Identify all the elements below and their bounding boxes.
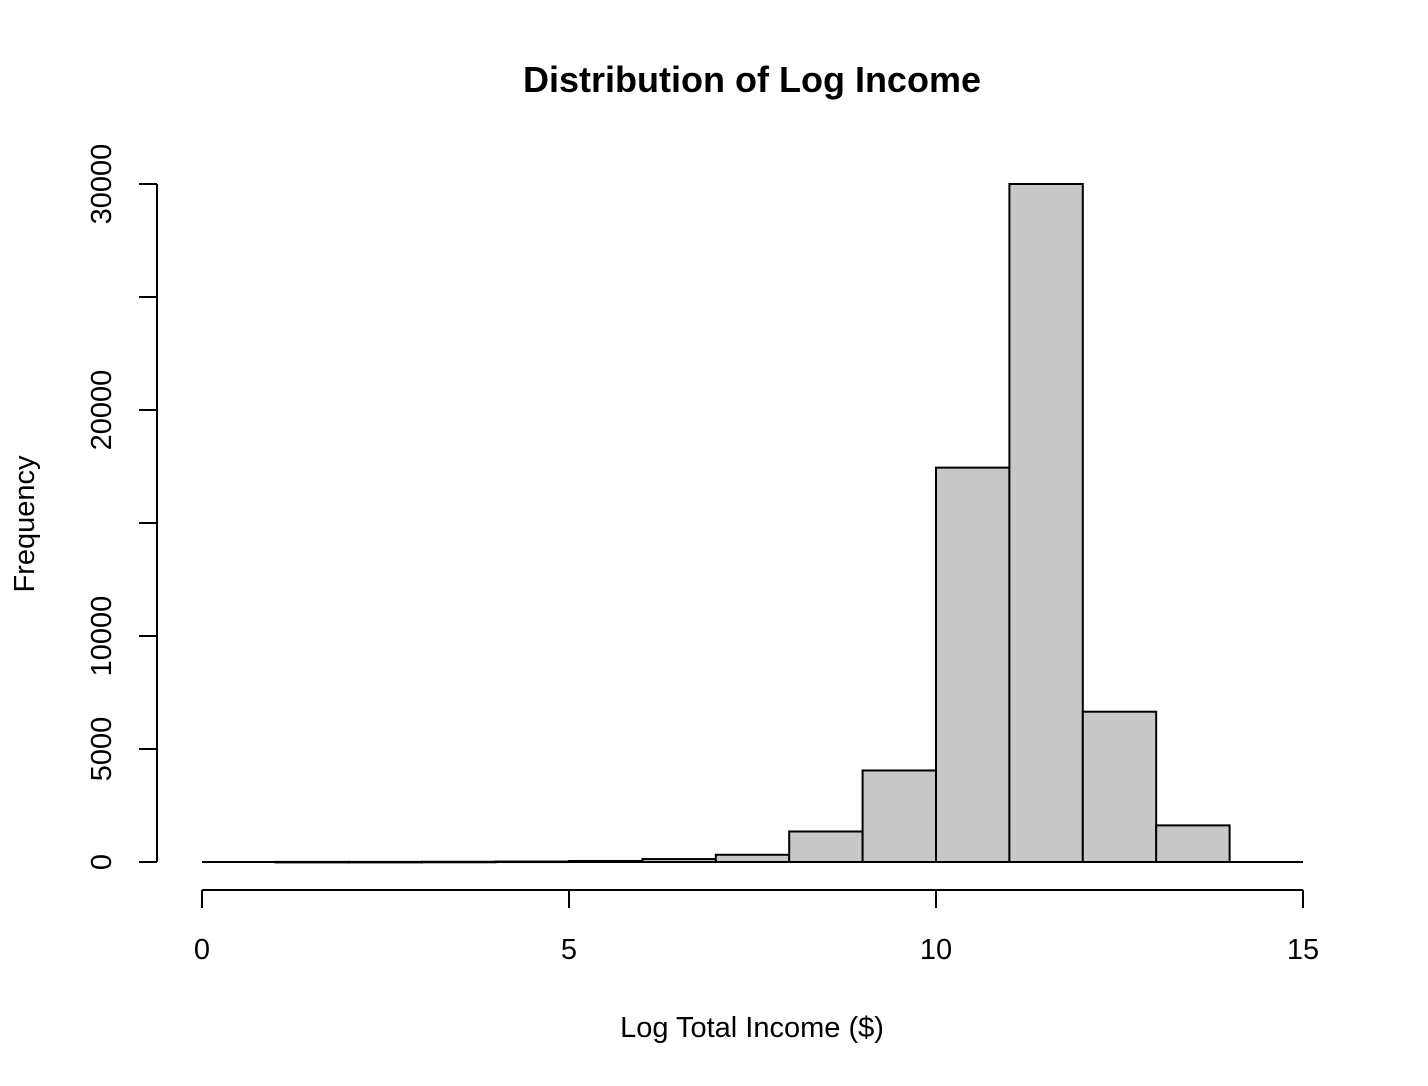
x-tick-label: 5 [561,934,577,966]
histogram-bar-6 [641,858,717,864]
y-tick-label: 5000 [86,717,118,782]
x-tick-label: 0 [194,934,210,966]
histogram-bar-1 [274,860,350,864]
histogram-bar-3 [421,860,497,864]
x-tick-label: 10 [920,934,952,966]
y-tick-label: 20000 [86,370,118,451]
histogram-bar-9 [861,769,937,863]
histogram-bar-10 [935,466,1011,863]
histogram-bar-8 [788,830,864,863]
x-tick-label: 15 [1287,934,1319,966]
x-axis-label: Log Total Income ($) [620,1012,884,1044]
histogram-bar-11 [1008,183,1084,863]
histogram-bar-2 [347,860,424,864]
y-tick-label: 0 [86,854,118,870]
y-axis: 0 5000 10000 20000 30000 [86,144,158,870]
histogram-bar-7 [714,853,791,864]
bars-group [202,183,1303,864]
x-axis: 0 5 10 15 [194,889,1319,966]
histogram-bar-12 [1081,710,1158,864]
histogram-bar-5 [568,859,644,863]
histogram-bar-4 [494,860,571,864]
chart-title: Distribution of Log Income [523,59,981,100]
y-axis-label: Frequency [9,455,41,593]
y-tick-label: 30000 [86,144,118,225]
histogram-bar-13 [1155,824,1231,863]
y-tick-label: 10000 [86,596,118,677]
